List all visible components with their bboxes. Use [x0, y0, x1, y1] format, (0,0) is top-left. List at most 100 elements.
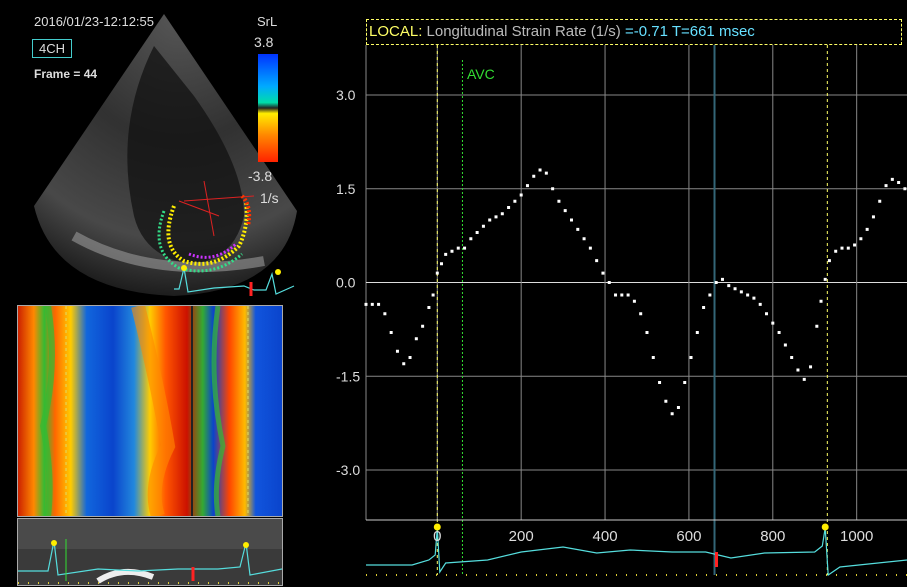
strain-rate-point: [702, 306, 706, 309]
strain-rate-point: [626, 293, 630, 297]
color-mmode-map: [18, 306, 282, 516]
r-wave-marker: [433, 523, 441, 531]
y-tick-label: 0.0: [336, 275, 356, 291]
strain-rate-point: [834, 249, 838, 253]
strain-rate-point: [427, 306, 431, 309]
scale-min: -3.8: [248, 168, 273, 184]
strain-rate-point: [695, 331, 699, 334]
strain-rate-point: [733, 287, 737, 291]
strain-rate-point: [758, 302, 762, 306]
strain-rate-point: [607, 281, 611, 284]
chart-header: LOCAL: Longitudinal Strain Rate (1/s) =-…: [366, 19, 902, 45]
x-tick-label: 1000: [840, 528, 873, 545]
strain-rate-point: [632, 299, 636, 303]
x-tick-label: 400: [593, 528, 618, 545]
strain-rate-point: [569, 218, 573, 222]
x-tick-label: 600: [676, 528, 701, 545]
strain-rate-point: [576, 227, 580, 231]
chart-svg: 3.0 1.5 0.0 -1.5 -3.0 0 200 400 600 800 1000: [336, 45, 907, 577]
strain-rate-point: [601, 271, 605, 275]
strain-rate-point: [563, 209, 567, 213]
strain-rate-point: [658, 381, 662, 384]
strain-rate-point: [475, 231, 479, 234]
x-tick-label: 0: [433, 528, 441, 545]
strain-rate-point: [513, 199, 517, 203]
strain-rate-point: [450, 249, 454, 253]
strain-rate-point: [790, 356, 794, 359]
strain-rate-point: [494, 215, 498, 219]
strain-rate-point: [865, 227, 869, 231]
strain-rate-point: [689, 356, 693, 359]
strain-rate-point: [739, 290, 743, 294]
scale-name: SrL: [257, 14, 278, 29]
strain-rate-point: [897, 181, 901, 184]
header-title: Longitudinal Strain Rate (1/s): [426, 23, 621, 40]
strain-rate-point: [408, 356, 412, 359]
strain-rate-point: [670, 412, 674, 416]
strain-rate-point: [819, 299, 823, 303]
strain-rate-point: [846, 246, 850, 250]
x-tick-label: 800: [760, 528, 785, 545]
strain-rate-point: [645, 331, 649, 334]
r-wave-marker: [821, 523, 829, 531]
strain-rate-point: [557, 199, 561, 203]
header-prefix: LOCAL:: [369, 23, 423, 40]
strain-rate-point: [853, 243, 857, 247]
strain-rate-point: [431, 293, 435, 297]
strain-rate-point: [815, 324, 819, 328]
strain-rate-point: [676, 406, 680, 409]
avc-label: AVC: [467, 66, 495, 82]
strain-rate-point: [469, 237, 473, 241]
scale-max: 3.8: [254, 34, 274, 50]
strain-rate-point: [383, 312, 387, 316]
strain-rate-point: [595, 259, 599, 263]
strain-rate-point: [890, 177, 894, 181]
view-label-box[interactable]: 4CH: [32, 39, 73, 58]
strain-rate-point: [364, 302, 368, 306]
strain-rate-point: [827, 259, 831, 263]
strain-rate-point: [809, 365, 813, 369]
echo-sector-image: [34, 14, 297, 296]
color-mmode-panel: [17, 305, 283, 517]
strain-rate-point: [481, 224, 485, 228]
strain-rate-point: [840, 246, 844, 250]
x-tick-label: 200: [509, 528, 534, 545]
echo-timestamp: 2016/01/23-12:12:55: [34, 14, 154, 29]
strain-rate-point: [421, 324, 425, 328]
strain-rate-point: [614, 293, 618, 297]
strain-rate-point: [878, 199, 882, 203]
strain-rate-point: [664, 399, 668, 403]
strain-rate-point: [456, 246, 460, 250]
strain-rate-point: [435, 271, 439, 275]
frame-counter: Frame = 44: [34, 67, 98, 81]
strain-rate-point: [488, 218, 492, 222]
mmode-ecg-strip: [18, 519, 282, 585]
strain-rate-point: [532, 174, 536, 178]
strain-rate-chart: 3.0 1.5 0.0 -1.5 -3.0 0 200 400 600 800 1000: [306, 0, 907, 587]
y-tick-label: 1.5: [336, 181, 356, 197]
strain-rate-point: [519, 193, 523, 197]
strain-rate-point: [370, 302, 374, 306]
strain-rate-point: [871, 215, 875, 219]
strain-rate-point: [783, 343, 787, 347]
strain-rate-point: [796, 368, 800, 372]
strain-rate-point: [439, 262, 443, 266]
strain-rate-point: [777, 331, 781, 334]
strain-rate-point: [544, 171, 548, 175]
scale-unit: 1/s: [260, 190, 279, 206]
anatomical-mmode-strip: [17, 518, 283, 586]
strain-rate-point: [771, 321, 775, 325]
strain-rate-point: [500, 212, 504, 216]
y-tick-label: -1.5: [336, 368, 360, 384]
strain-rate-point: [395, 349, 399, 353]
strain-rate-point: [377, 302, 381, 306]
strain-rate-point: [463, 246, 467, 250]
strain-rate-point: [714, 281, 718, 284]
strain-rate-point: [538, 168, 542, 172]
strain-rate-point: [507, 206, 511, 209]
y-tick-label: 3.0: [336, 87, 356, 103]
strain-rate-point: [720, 277, 724, 281]
strain-rate-point: [903, 187, 907, 191]
strain-rate-point: [859, 237, 863, 241]
strain-rate-point: [884, 184, 888, 188]
